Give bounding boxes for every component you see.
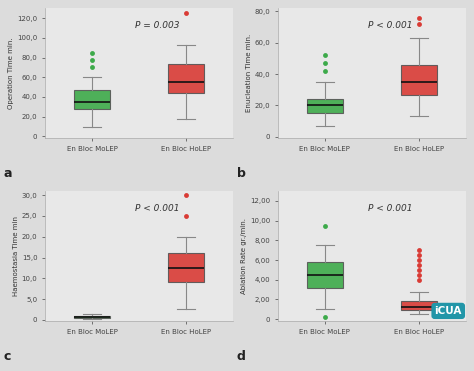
Y-axis label: Haemostasia Time min: Haemostasia Time min <box>13 216 19 296</box>
Y-axis label: Enucleation Time min.: Enucleation Time min. <box>246 34 252 112</box>
PathPatch shape <box>401 65 437 95</box>
Text: a: a <box>4 167 12 180</box>
PathPatch shape <box>307 99 343 113</box>
Text: c: c <box>4 350 11 363</box>
Text: P < 0.001: P < 0.001 <box>368 22 413 30</box>
PathPatch shape <box>74 90 110 109</box>
PathPatch shape <box>401 301 437 310</box>
Text: P < 0.001: P < 0.001 <box>136 204 180 213</box>
Text: P < 0.001: P < 0.001 <box>368 204 413 213</box>
PathPatch shape <box>168 65 204 93</box>
PathPatch shape <box>307 262 343 288</box>
PathPatch shape <box>168 253 204 282</box>
Text: P = 0.003: P = 0.003 <box>136 22 180 30</box>
Y-axis label: Ablation Rate gr./min.: Ablation Rate gr./min. <box>241 218 247 294</box>
Text: iCUA: iCUA <box>435 306 462 316</box>
Text: d: d <box>237 350 246 363</box>
Y-axis label: Operation Time min.: Operation Time min. <box>9 37 14 109</box>
PathPatch shape <box>74 316 110 318</box>
Text: b: b <box>237 167 246 180</box>
